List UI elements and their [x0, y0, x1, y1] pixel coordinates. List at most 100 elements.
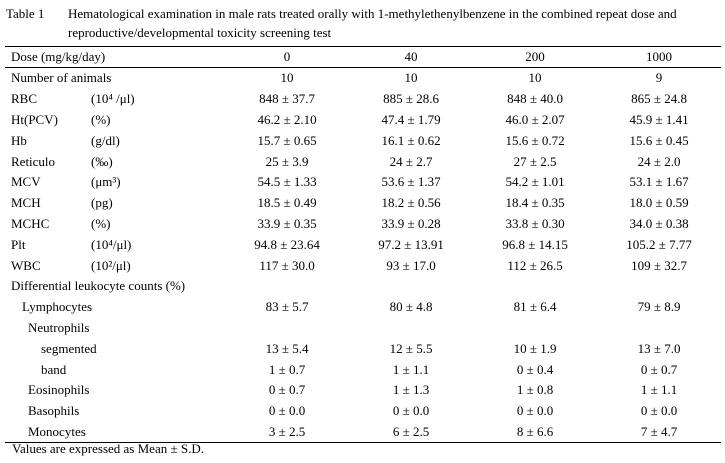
cell-value: 1 ± 1.1: [640, 382, 678, 398]
cell-value: 105.2 ± 7.77: [626, 236, 692, 252]
cell-value: 13 ± 7.0: [637, 340, 681, 356]
cell-value: 80 ± 4.8: [389, 299, 433, 315]
row-label: segmented: [41, 340, 97, 356]
cell-value: 53.1 ± 1.67: [629, 174, 689, 190]
cell-value: 885 ± 28.6: [383, 91, 439, 107]
row-unit: (%): [91, 111, 111, 127]
row-unit: (10⁴ /μl): [91, 91, 135, 107]
cell-value: 45.9 ± 1.41: [629, 111, 689, 127]
table-row: Neutrophils: [5, 318, 721, 339]
dose-header: 40: [349, 46, 474, 68]
row-label: MCV: [11, 174, 41, 190]
cell-value: 0 ± 0.0: [268, 403, 306, 419]
table-row: Ht(PCV) (%) 46.2 ± 2.10 47.4 ± 1.79 46.0 ± 2…: [5, 110, 721, 131]
row-unit: (g/dl): [91, 132, 120, 148]
table-row: Number of animals 10 10 10 9: [5, 68, 721, 89]
cell-value: 0 ± 0.0: [516, 403, 554, 419]
row-label: Differential leukocyte counts (%): [11, 278, 186, 294]
cell-value: 0 ± 0.0: [640, 403, 678, 419]
cell-value: 18.0 ± 0.59: [629, 195, 689, 211]
table-row: WBC (10²/μl) 117 ± 30.0 93 ± 17.0 112 ± 26.5…: [5, 255, 721, 276]
row-label: band: [41, 361, 67, 377]
row-label: Plt: [11, 236, 26, 252]
cell-value: 46.2 ± 2.10: [257, 111, 317, 127]
row-label: Number of animals: [11, 70, 112, 86]
cell-value: 848 ± 40.0: [507, 91, 563, 107]
cell-value: 15.7 ± 0.65: [257, 132, 317, 148]
cell-value: 94.8 ± 23.64: [254, 236, 320, 252]
row-label: MCH: [11, 195, 41, 211]
row-label: Ht(PCV): [11, 111, 58, 127]
cell-value: 79 ± 8.9: [637, 299, 681, 315]
table-row: segmented 13 ± 5.4 12 ± 5.5 10 ± 1.9 13 …: [5, 338, 721, 359]
cell-value: 865 ± 24.8: [631, 91, 687, 107]
table-row: Hb (g/dl) 15.7 ± 0.65 16.1 ± 0.62 15.6 ± 0.7…: [5, 130, 721, 151]
hematology-table: Dose (mg/kg/day) 0 40 200 1000 Number of…: [5, 46, 722, 444]
table-row: Plt (10⁴/μl) 94.8 ± 23.64 97.2 ± 13.91 96.8 …: [5, 234, 721, 255]
cell-value: 10: [404, 70, 418, 86]
row-label: Eosinophils: [28, 382, 90, 398]
cell-value: 54.2 ± 1.01: [505, 174, 565, 190]
cell-value: 1 ± 0.7: [268, 361, 306, 377]
header-row: Dose (mg/kg/day) 0 40 200 1000: [5, 46, 722, 68]
table-row: Differential leukocyte counts (%): [5, 276, 721, 297]
cell-value: 25 ± 3.9: [265, 153, 309, 169]
cell-value: 18.5 ± 0.49: [257, 195, 317, 211]
cell-value: 46.0 ± 2.07: [505, 111, 565, 127]
row-label: Hb: [11, 132, 27, 148]
cell-value: 109 ± 32.7: [631, 257, 687, 273]
cell-value: 9: [655, 70, 663, 86]
cell-value: 13 ± 5.4: [265, 340, 309, 356]
cell-value: 81 ± 6.4: [513, 299, 557, 315]
table-footnote: Values are expressed as Mean ± S.D.: [12, 441, 204, 456]
cell-value: 3 ± 2.5: [225, 421, 350, 444]
cell-value: 1 ± 0.8: [516, 382, 554, 398]
dose-header: 1000: [597, 46, 722, 68]
cell-value: 53.6 ± 1.37: [381, 174, 441, 190]
row-unit: (10⁴/μl): [91, 236, 132, 252]
row-label: Monocytes: [5, 421, 226, 444]
cell-value: 24 ± 2.0: [637, 153, 681, 169]
cell-value: 16.1 ± 0.62: [381, 132, 441, 148]
cell-value: 97.2 ± 13.91: [378, 236, 444, 252]
dose-header: 0: [225, 46, 350, 68]
table-row: MCHC (%) 33.9 ± 0.35 33.9 ± 0.28 33.8 ± 0.30…: [5, 214, 721, 235]
cell-value: 0 ± 0.4: [516, 361, 554, 377]
cell-value: 33.9 ± 0.28: [381, 215, 441, 231]
row-unit: (%): [91, 215, 111, 231]
dose-header-label: Dose (mg/kg/day): [5, 46, 226, 68]
parameter-rows: RBC (10⁴ /μl) 848 ± 37.7 885 ± 28.6 848 ± 40…: [5, 89, 721, 276]
table-title: Hematological examination in male rats t…: [68, 6, 677, 40]
cell-value: 18.4 ± 0.35: [505, 195, 565, 211]
cell-value: 96.8 ± 14.15: [502, 236, 568, 252]
cell-value: 0 ± 0.0: [392, 403, 430, 419]
table-row: Lymphocytes 83 ± 5.7 80 ± 4.8 81 ± 6.4 7…: [5, 297, 721, 318]
dose-header: 200: [473, 46, 598, 68]
row-label: Lymphocytes: [22, 299, 93, 315]
cell-value: 54.5 ± 1.33: [257, 174, 317, 190]
cell-value: 24 ± 2.7: [389, 153, 433, 169]
cell-value: 1 ± 1.3: [392, 382, 430, 398]
cell-value: 93 ± 17.0: [386, 257, 436, 273]
row-unit: (‰): [91, 153, 113, 169]
cell-value: 12 ± 5.5: [389, 340, 433, 356]
row-label: Neutrophils: [28, 319, 90, 335]
table-row: MCH (pg) 18.5 ± 0.49 18.2 ± 0.56 18.4 ± 0.35…: [5, 193, 721, 214]
cell-value: 0 ± 0.7: [640, 361, 678, 377]
cell-value: 1 ± 1.1: [392, 361, 430, 377]
row-label: Basophils: [28, 403, 80, 419]
table-row: Reticulo (‰) 25 ± 3.9 24 ± 2.7 27 ± 2.5 24 ± …: [5, 151, 721, 172]
cell-value: 83 ± 5.7: [265, 299, 309, 315]
row-label: WBC: [11, 257, 41, 273]
cell-value: 117 ± 30.0: [259, 257, 315, 273]
cell-value: 27 ± 2.5: [513, 153, 557, 169]
row-unit: (pg): [91, 195, 113, 211]
table-row: MCV (μm³) 54.5 ± 1.33 53.6 ± 1.37 54.2 ± 1.0…: [5, 172, 721, 193]
cell-value: 33.9 ± 0.35: [257, 215, 317, 231]
cell-value: 33.8 ± 0.30: [505, 215, 565, 231]
table-number: Table 1: [6, 6, 45, 21]
cell-value: 7 ± 4.7: [597, 421, 722, 444]
cell-value: 47.4 ± 1.79: [381, 111, 441, 127]
cell-value: 848 ± 37.7: [259, 91, 315, 107]
cell-value: 8 ± 6.6: [473, 421, 598, 444]
